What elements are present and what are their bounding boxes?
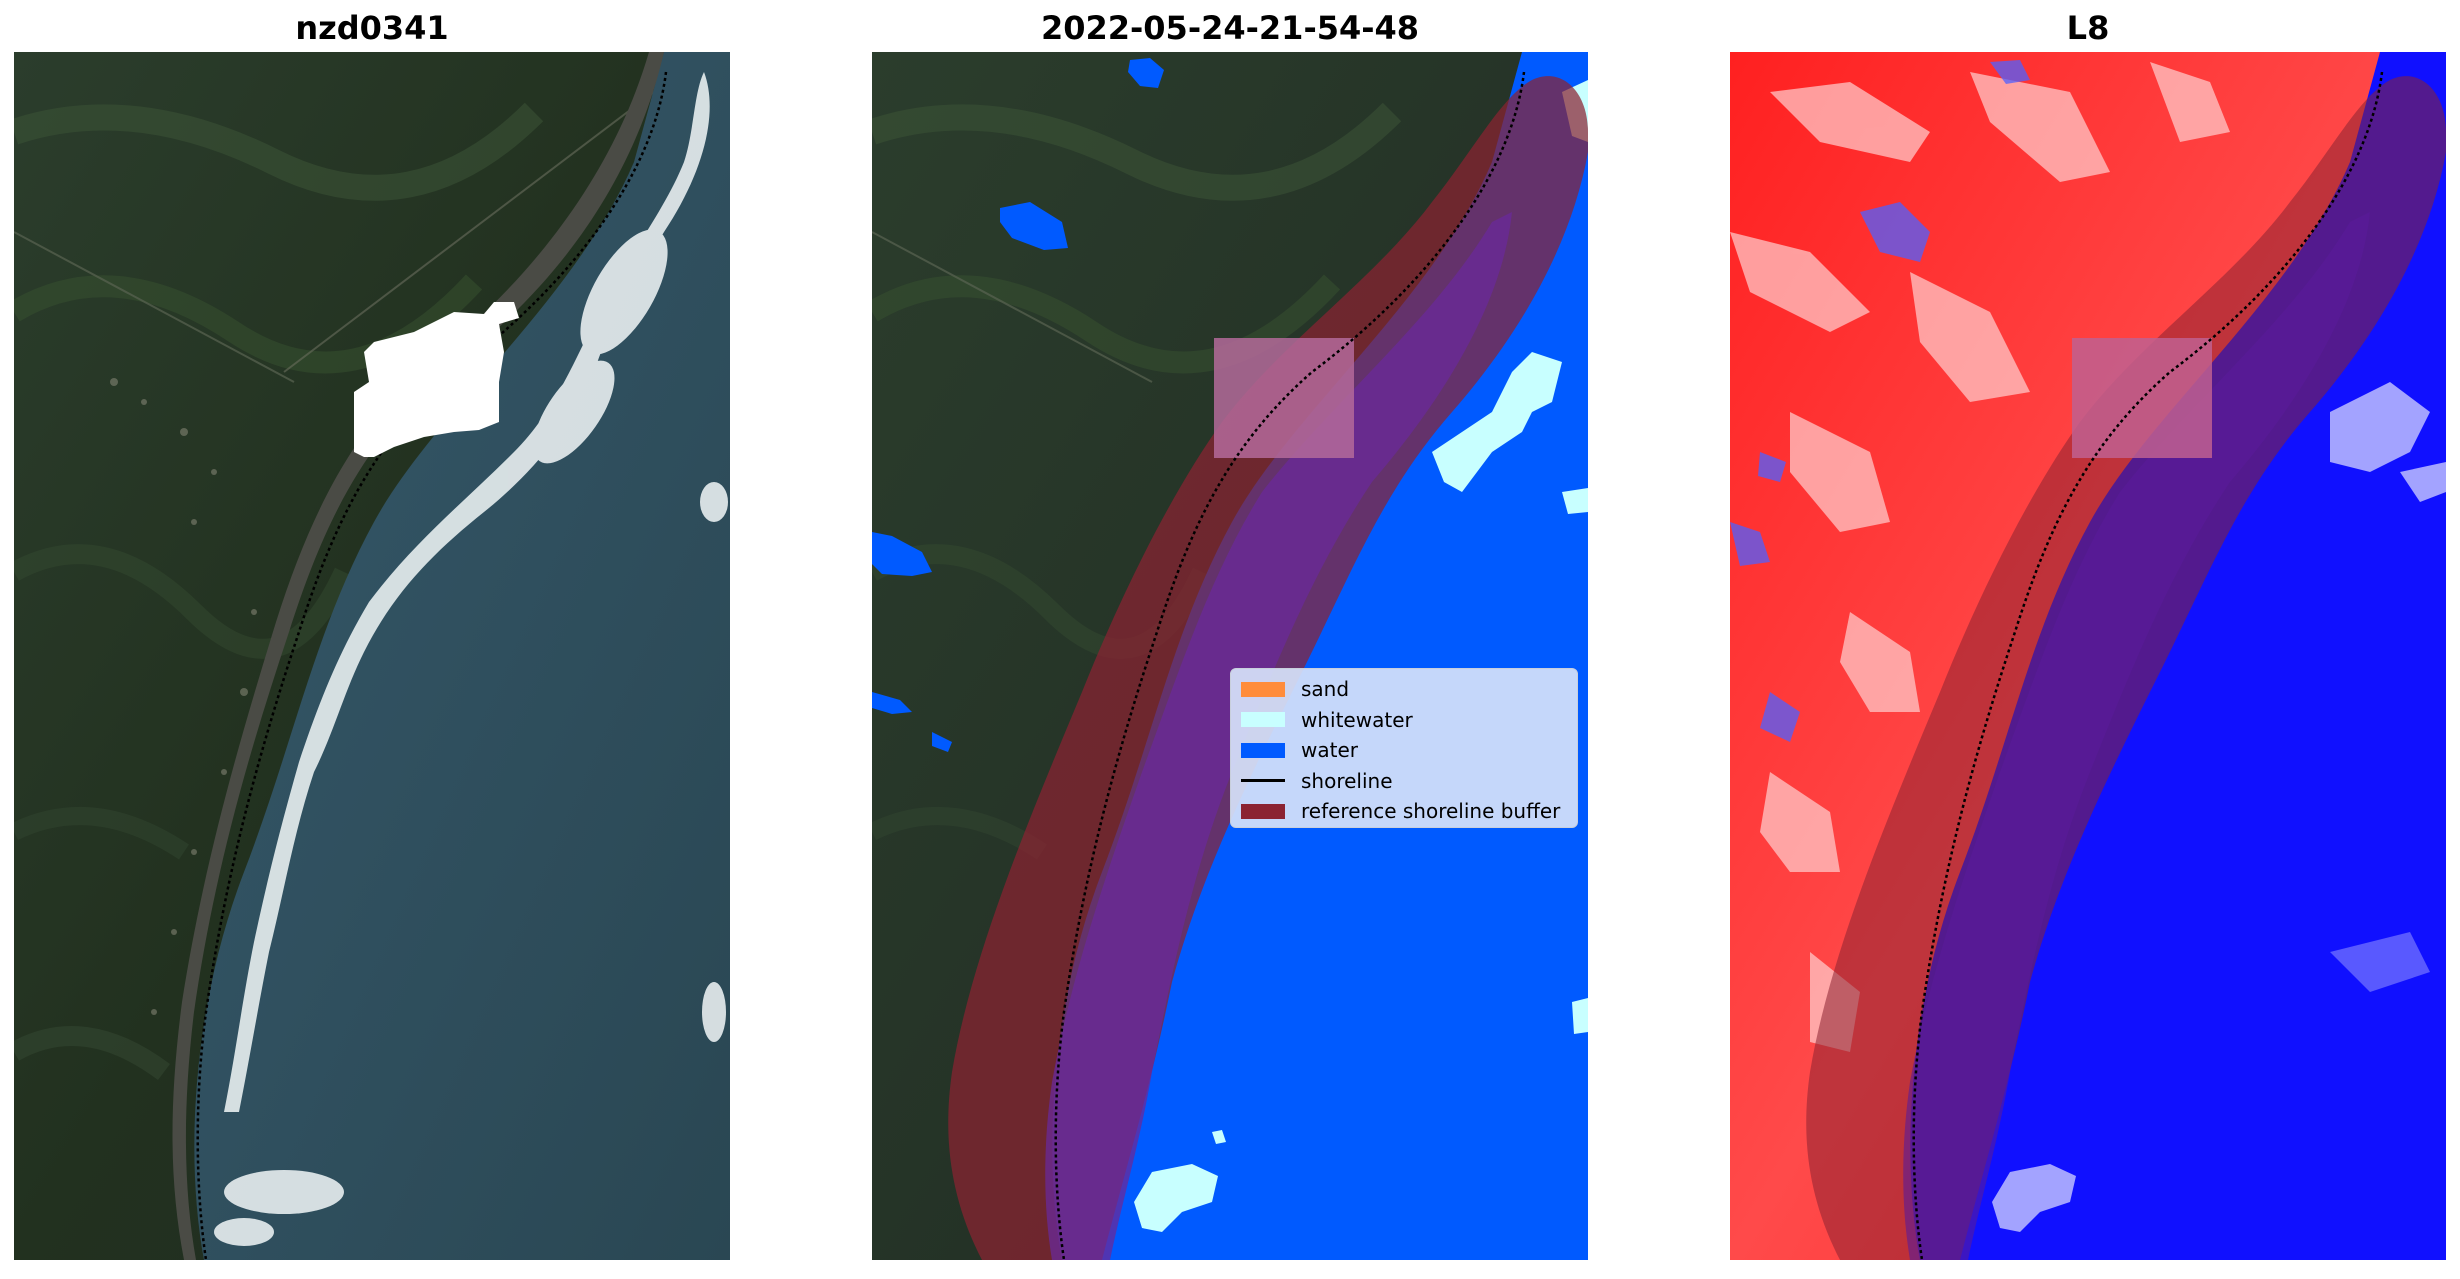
l8-image-panel	[1730, 52, 2446, 1260]
legend-swatch-water	[1241, 742, 1285, 758]
legend-item-whitewater: whitewater	[1241, 705, 1567, 736]
legend-item-buffer: reference shoreline buffer	[1241, 796, 1567, 827]
legend-swatch-sand	[1241, 681, 1285, 697]
panel-title-l8: L8	[2066, 9, 2110, 47]
rgb-image	[14, 52, 730, 1260]
legend-item-sand: sand	[1241, 674, 1567, 705]
rgb-image-panel	[14, 52, 730, 1260]
legend-item-water: water	[1241, 735, 1567, 766]
legend-label-buffer: reference shoreline buffer	[1301, 799, 1561, 824]
legend-swatch-whitewater	[1241, 712, 1285, 728]
l8-image	[1730, 52, 2446, 1260]
legend-label-sand: sand	[1301, 677, 1350, 702]
panel-title-classified: 2022-05-24-21-54-48	[1040, 9, 1420, 47]
legend-swatch-buffer	[1241, 803, 1285, 819]
legend: sand whitewater water shoreline referenc…	[1230, 668, 1578, 828]
panel-title-rgb: nzd0341	[295, 9, 449, 47]
legend-label-water: water	[1301, 738, 1358, 763]
legend-label-whitewater: whitewater	[1301, 707, 1413, 732]
classified-image	[872, 52, 1588, 1260]
legend-line-shoreline	[1241, 779, 1285, 783]
legend-label-shoreline: shoreline	[1301, 768, 1393, 793]
classified-image-panel	[872, 52, 1588, 1260]
legend-item-shoreline: shoreline	[1241, 766, 1567, 797]
